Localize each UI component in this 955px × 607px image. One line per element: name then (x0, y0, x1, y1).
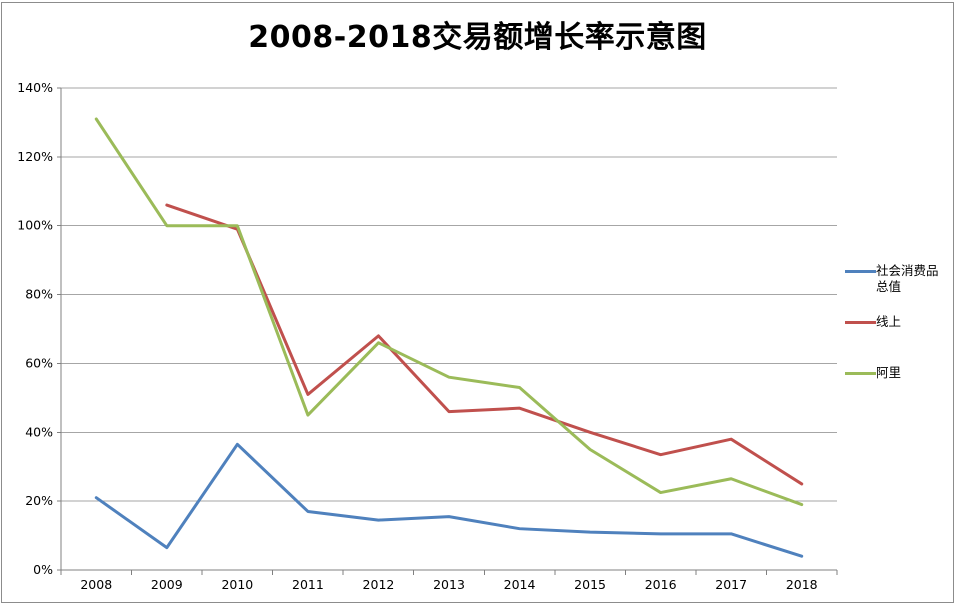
x-axis-tick-label: 2011 (292, 577, 324, 592)
legend-line-swatch (845, 372, 876, 375)
y-axis-tick-label: 0% (33, 562, 53, 577)
x-axis-tick-label: 2012 (363, 577, 395, 592)
y-axis-tick-label: 140% (17, 80, 53, 95)
x-axis-tick-label: 2015 (574, 577, 606, 592)
y-axis-tick-label: 120% (17, 149, 53, 164)
legend: 社会消费品总值 线上 阿里 (845, 260, 953, 390)
legend-label: 线上 (876, 314, 902, 329)
x-axis-tick-label: 2018 (786, 577, 818, 592)
legend-item: 阿里 (845, 365, 942, 381)
legend-line-swatch (845, 321, 876, 324)
x-axis-tick-label: 2008 (80, 577, 112, 592)
y-axis-tick-label: 60% (25, 355, 53, 370)
x-axis-tick-label: 2013 (433, 577, 465, 592)
legend-label: 社会消费品总值 (876, 263, 939, 294)
legend-item: 线上 (845, 314, 942, 330)
y-axis-tick-label: 80% (25, 287, 53, 302)
chart-title: 2008-2018交易额增长率示意图 (248, 20, 707, 55)
y-axis-tick-label: 20% (25, 493, 53, 508)
series-line-green (94, 117, 804, 507)
x-axis-tick-label: 2014 (504, 577, 536, 592)
series-line-blue (94, 442, 804, 558)
y-axis-tick-label: 40% (25, 424, 53, 439)
legend-line-swatch (845, 270, 876, 273)
legend-label: 阿里 (876, 365, 902, 380)
x-axis-tick-label: 2010 (221, 577, 253, 592)
y-axis-tick-label: 100% (17, 218, 53, 233)
x-axis-tick-label: 2009 (151, 577, 183, 592)
x-axis-tick-label: 2017 (715, 577, 747, 592)
legend-item: 社会消费品总值 (845, 263, 942, 295)
x-axis-tick-label: 2016 (645, 577, 677, 592)
series-line-red (165, 203, 804, 486)
